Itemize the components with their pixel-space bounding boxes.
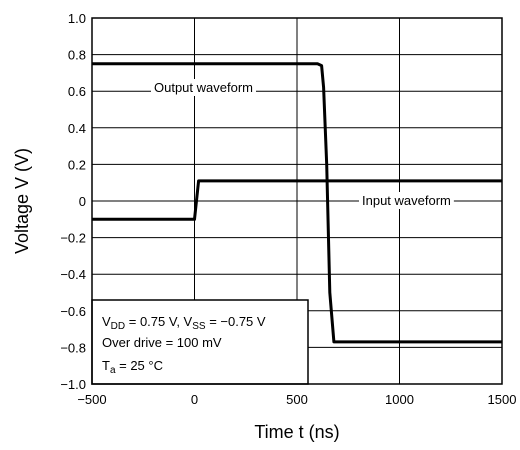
y-tick-label: 0.4 — [68, 121, 86, 136]
plot-frame — [91, 17, 503, 385]
conditions-box: VDD = 0.75 V, VSS = −0.75 V Over drive =… — [91, 299, 309, 385]
condition-overdrive: Over drive = 100 mV — [102, 335, 222, 350]
conditions-box-frame — [91, 299, 309, 385]
series-labels: Output waveform Input waveform — [151, 79, 454, 209]
input-label-bg — [359, 192, 454, 209]
y-tick-label: −0.8 — [60, 340, 86, 355]
series-line-input — [92, 179, 502, 221]
output-waveform-label: Output waveform — [154, 80, 253, 95]
y-tick-label: −1.0 — [60, 377, 86, 392]
series-group — [92, 62, 502, 344]
input-waveform-label: Input waveform — [362, 193, 451, 208]
x-axis-ticks: −500 0 500 1000 1500 — [77, 392, 516, 407]
output-label-bg — [151, 79, 256, 96]
x-tick-label: 500 — [286, 392, 308, 407]
y-tick-label: −0.6 — [60, 304, 86, 319]
series-line-output — [92, 62, 502, 344]
x-tick-label: 1500 — [488, 392, 517, 407]
y-tick-label: −0.2 — [60, 231, 86, 246]
y-tick-label: 1.0 — [68, 11, 86, 26]
y-tick-label: 0.8 — [68, 48, 86, 63]
y-tick-label: 0 — [79, 194, 86, 209]
y-tick-label: 0.2 — [68, 157, 86, 172]
x-tick-label: 0 — [191, 392, 198, 407]
y-axis-ticks: 1.0 0.8 0.6 0.4 0.2 0 −0.2 −0.4 −0.6 −0.8 −1.0 — [60, 11, 86, 392]
x-tick-label: 1000 — [385, 392, 414, 407]
x-tick-label: −500 — [77, 392, 106, 407]
condition-supply: VDD = 0.75 V, VSS = −0.75 V — [102, 314, 266, 332]
x-axis-title: Time t (ns) — [254, 422, 339, 442]
y-axis-title: Voltage V (V) — [12, 148, 32, 254]
y-tick-label: 0.6 — [68, 84, 86, 99]
y-tick-label: −0.4 — [60, 267, 86, 282]
condition-temperature: Ta = 25 °C — [102, 358, 163, 376]
